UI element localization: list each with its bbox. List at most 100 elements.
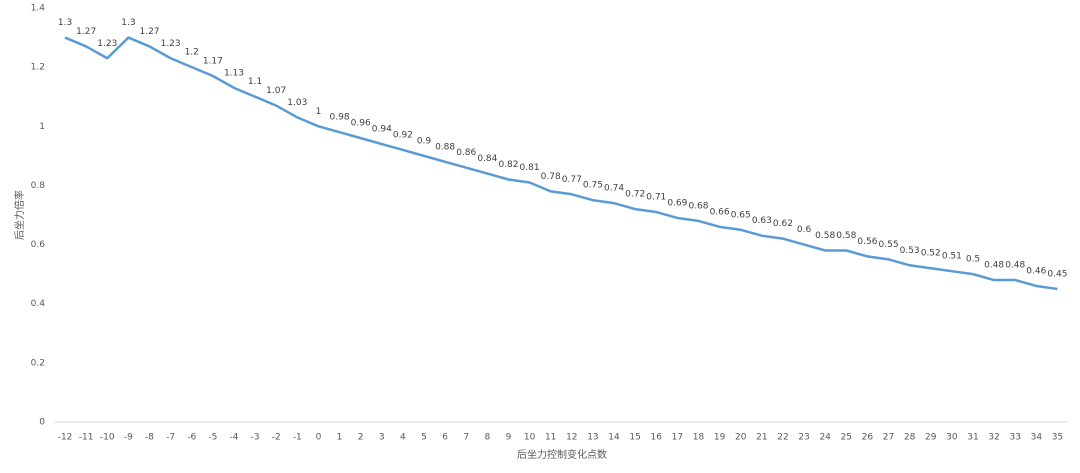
data-label: 0.77 (562, 175, 582, 185)
data-label: 1.3 (121, 18, 135, 28)
data-label: 0.66 (710, 207, 730, 217)
data-label: 0.74 (604, 184, 624, 194)
data-label: 0.96 (351, 119, 371, 129)
y-tick-label: 1.2 (31, 63, 45, 73)
y-tick-label: 0.8 (31, 181, 46, 191)
data-label: 0.9 (417, 136, 432, 146)
data-label: 1.07 (266, 86, 286, 96)
x-tick-label: 1 (337, 433, 343, 443)
x-tick-label: 5 (421, 433, 427, 443)
data-label: 0.75 (583, 181, 603, 191)
data-label: 0.55 (879, 240, 899, 250)
data-label: 0.81 (520, 163, 540, 173)
x-tick-label: 14 (608, 433, 620, 443)
x-tick-label: 23 (798, 433, 809, 443)
x-tick-label: -10 (100, 433, 115, 443)
data-label: 1.2 (185, 48, 199, 58)
data-label: 0.65 (731, 210, 751, 220)
x-tick-label: 6 (442, 433, 448, 443)
x-tick-label: 3 (379, 433, 385, 443)
x-tick-label: 27 (883, 433, 894, 443)
data-label: 1.3 (58, 18, 72, 28)
y-tick-label: 0.4 (31, 299, 46, 309)
data-label: 1.23 (161, 39, 181, 49)
x-axis-title: 后坐力控制变化点数 (517, 448, 607, 461)
line-series (64, 36, 1058, 291)
x-tick-label: 26 (862, 433, 874, 443)
x-tick-label: 33 (1009, 433, 1020, 443)
data-label: 1.27 (139, 27, 159, 37)
x-tick-label: -5 (208, 433, 217, 443)
x-tick-label: -11 (79, 433, 94, 443)
data-label: 0.82 (498, 160, 518, 170)
x-tick-label: -1 (293, 433, 302, 443)
x-tick-label: 17 (672, 433, 683, 443)
data-label: 0.58 (815, 231, 835, 241)
x-tick-label: 22 (777, 433, 788, 443)
y-tick-label: 0.2 (31, 358, 45, 368)
x-tick-label: 25 (841, 433, 852, 443)
data-label: 1.03 (287, 98, 307, 108)
data-label: 1.13 (224, 68, 244, 78)
data-label: 0.5 (966, 255, 980, 265)
data-label: 0.48 (1005, 261, 1025, 271)
x-tick-label: 15 (629, 433, 640, 443)
data-label: 0.53 (900, 246, 920, 256)
x-tick-label: -12 (58, 433, 73, 443)
x-tick-label: 32 (988, 433, 999, 443)
x-tick-label: -3 (251, 433, 260, 443)
data-label: 0.52 (921, 249, 941, 259)
x-tick-label: 35 (1052, 433, 1063, 443)
x-tick-label: 29 (925, 433, 937, 443)
x-tick-label: 0 (316, 433, 322, 443)
x-tick-label: -2 (272, 433, 281, 443)
y-tick-label: 1.4 (31, 4, 46, 14)
x-tick-label: 7 (463, 433, 469, 443)
data-label: 0.72 (625, 190, 645, 200)
data-label: 1.17 (203, 57, 223, 67)
data-label: 0.62 (773, 219, 793, 229)
data-label: 0.88 (435, 142, 455, 152)
x-tick-label: 24 (819, 433, 831, 443)
x-tick-label: 16 (651, 433, 663, 443)
x-tick-label: 28 (904, 433, 916, 443)
x-tick-label: 12 (566, 433, 577, 443)
x-tick-label: 19 (714, 433, 726, 443)
data-label: 1.1 (248, 77, 262, 87)
data-label: 0.69 (667, 198, 687, 208)
data-label: 0.94 (372, 125, 392, 135)
x-tick-label: 2 (358, 433, 364, 443)
x-tick-label: 9 (506, 433, 512, 443)
data-label: 0.51 (942, 252, 962, 262)
x-tick-label: 13 (587, 433, 598, 443)
data-label: 1.27 (76, 27, 96, 37)
y-tick-label: 0 (39, 418, 45, 428)
x-tick-label: -6 (187, 433, 196, 443)
data-label: 0.46 (1026, 266, 1046, 276)
data-label: 0.86 (456, 148, 476, 158)
y-tick-label: 1 (39, 122, 45, 132)
data-label: 0.68 (688, 201, 708, 211)
data-label: 0.45 (1047, 269, 1067, 279)
data-label: 0.58 (836, 231, 856, 241)
data-label: 0.48 (984, 261, 1004, 271)
data-label: 0.84 (477, 154, 497, 164)
y-axis-title: 后坐力倍率 (13, 190, 26, 240)
data-label: 0.63 (752, 216, 772, 226)
x-tick-label: 31 (967, 433, 978, 443)
x-tick-label: 11 (545, 433, 556, 443)
x-tick-label: -4 (229, 433, 238, 443)
data-label: 0.6 (797, 225, 812, 235)
x-tick-label: 4 (400, 433, 406, 443)
x-tick-label: 10 (524, 433, 536, 443)
data-label: 1 (316, 107, 322, 117)
data-label: 1.23 (97, 39, 117, 49)
x-tick-label: -9 (124, 433, 133, 443)
x-tick-label: 20 (735, 433, 747, 443)
data-label: 0.92 (393, 130, 413, 140)
x-tick-label: 18 (693, 433, 705, 443)
data-label: 0.78 (541, 172, 561, 182)
x-tick-label: 30 (946, 433, 958, 443)
x-tick-label: -8 (145, 433, 154, 443)
